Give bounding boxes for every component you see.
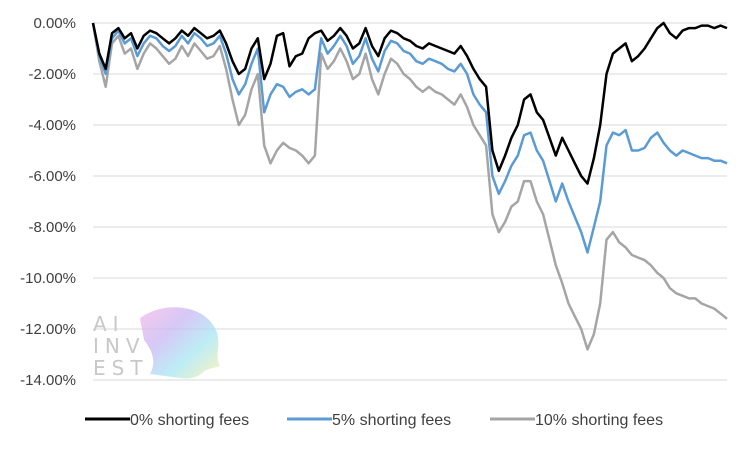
y-tick-label-0: 0.00% — [33, 15, 76, 32]
watermark-text-line-2: INV — [93, 334, 146, 358]
y-tick-label-3: -6.00% — [28, 168, 76, 185]
legend-label-1: 5% shorting fees — [332, 412, 451, 429]
legend-item-1: 5% shorting fees — [287, 412, 451, 429]
y-tick-label-6: -12.00% — [20, 321, 76, 338]
series-line-1 — [91, 22, 728, 254]
y-tick-label-4: -8.00% — [28, 219, 76, 236]
watermark-logo: AI INV EST — [93, 307, 220, 380]
legend-label-0: 0% shorting fees — [130, 412, 249, 429]
watermark-text-line-1: AI — [93, 312, 125, 336]
y-tick-label-7: -14.00% — [20, 372, 76, 389]
legend-label-2: 10% shorting fees — [535, 412, 663, 429]
legend: 0% shorting fees 5% shorting fees 10% sh… — [85, 412, 663, 429]
legend-item-0: 0% shorting fees — [85, 412, 249, 429]
series-line-0 — [91, 21, 728, 185]
y-tick-label-2: -4.00% — [28, 117, 76, 134]
series-line-2 — [91, 22, 728, 351]
watermark-text-line-3: EST — [93, 356, 149, 380]
legend-item-2: 10% shorting fees — [490, 412, 663, 429]
series-lines — [91, 21, 728, 351]
y-axis-tick-labels: 0.00% -2.00% -4.00% -6.00% -8.00% -10.00% -12.… — [20, 15, 76, 389]
y-tick-label-1: -2.00% — [28, 66, 76, 83]
watermark-head-icon — [140, 307, 220, 379]
y-tick-label-5: -10.00% — [20, 270, 76, 287]
